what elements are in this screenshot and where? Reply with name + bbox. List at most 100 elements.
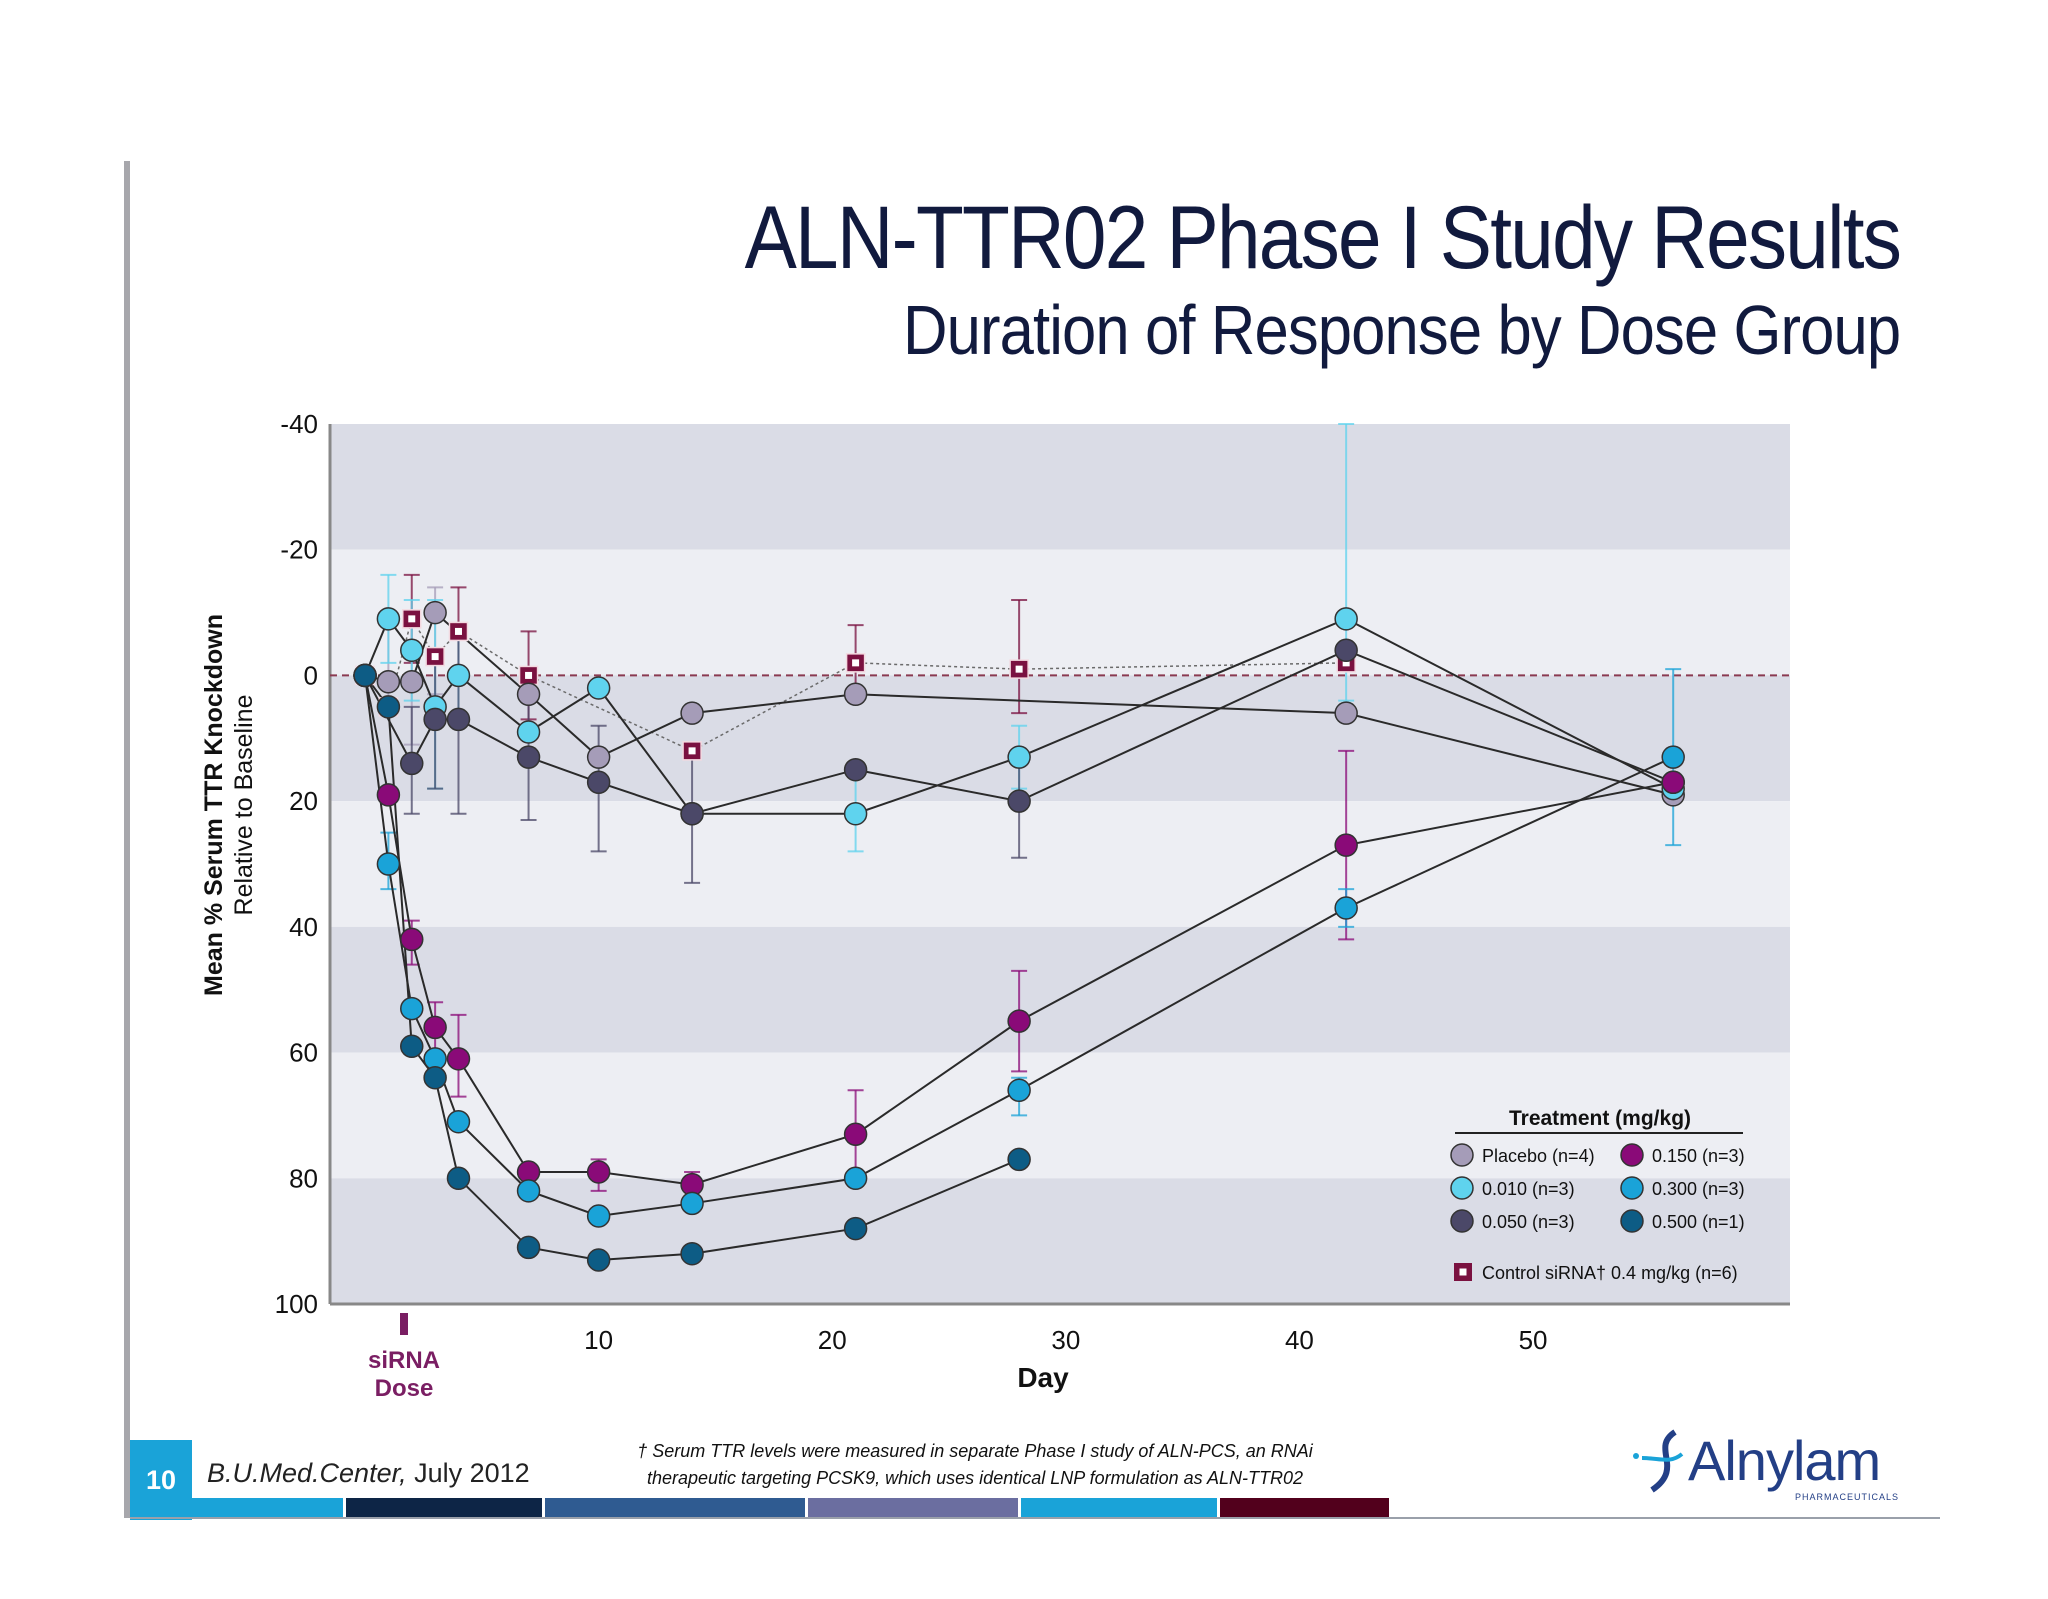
grid-band <box>330 675 1790 802</box>
data-point <box>1661 745 1685 769</box>
data-point <box>1007 1009 1031 1033</box>
data-point <box>376 607 401 631</box>
footer-bar-segment <box>807 1498 1018 1518</box>
data-point <box>376 669 401 694</box>
data-point <box>516 1179 541 1203</box>
data-point-inner <box>1342 659 1350 667</box>
slide-subtitle: Duration of Response by Dose Group <box>902 291 1901 369</box>
data-point <box>843 1166 868 1191</box>
dose-label-line2: Dose <box>375 1375 434 1402</box>
legend-label: Control siRNA† 0.4 mg/kg (n=6) <box>1482 1263 1738 1283</box>
left-accent-line <box>124 161 130 1518</box>
data-point-inner <box>408 615 416 623</box>
y-tick-label: 80 <box>289 1163 318 1193</box>
legend-label: 0.010 (n=3) <box>1482 1179 1575 1199</box>
data-point <box>400 669 424 694</box>
legend-label: 0.300 (n=3) <box>1652 1179 1745 1199</box>
x-tick-label: 30 <box>1051 1325 1080 1355</box>
data-point <box>376 783 401 807</box>
data-point <box>843 1122 868 1147</box>
data-point <box>680 801 704 826</box>
data-point <box>400 1034 424 1059</box>
grid-band <box>330 424 1790 550</box>
data-point <box>516 745 541 769</box>
data-point <box>680 1191 704 1216</box>
logo-tagline: PHARMACEUTICALS <box>1795 1492 1900 1502</box>
data-point <box>446 1109 471 1134</box>
data-point <box>446 663 471 688</box>
data-point <box>680 1241 704 1266</box>
dose-label-line1: siRNA <box>368 1347 440 1374</box>
legend-title: Treatment (mg/kg) <box>1509 1107 1691 1130</box>
x-tick-label: 50 <box>1519 1325 1548 1355</box>
data-point <box>1334 833 1358 857</box>
data-point <box>516 682 541 707</box>
footnote-line-1: † Serum TTR levels were measured in sepa… <box>637 1441 1313 1461</box>
legend-marker <box>1450 1176 1474 1200</box>
legend-label: Placebo (n=4) <box>1482 1146 1595 1166</box>
data-point <box>1334 896 1358 920</box>
footer-org: B.U.Med.Center, <box>207 1458 407 1488</box>
tick-labels: -40 -20 0 20 40 60 80 100 10 20 30 40 50 <box>275 409 1548 1355</box>
data-point <box>843 757 868 782</box>
data-point <box>843 682 868 707</box>
legend-label: 0.050 (n=3) <box>1482 1212 1575 1232</box>
logo-text: Alnylam <box>1688 1429 1881 1492</box>
series-line <box>364 616 1347 752</box>
legend-marker <box>1620 1176 1644 1200</box>
grid-band <box>330 1052 1790 1179</box>
footer-divider <box>130 1517 1940 1519</box>
data-point <box>1661 770 1685 795</box>
data-point <box>423 600 447 625</box>
data-point <box>400 751 424 776</box>
y-axis-sublabel: Relative to Baseline <box>230 695 258 916</box>
grid-band <box>330 1178 1790 1304</box>
data-point-inner <box>1015 665 1023 673</box>
plot-background <box>330 424 1790 1304</box>
data-point <box>516 720 541 744</box>
data-point <box>423 707 447 732</box>
footnote-line-2: therapeutic targeting PCSK9, which uses … <box>647 1468 1303 1488</box>
data-point <box>680 701 704 725</box>
data-point <box>400 927 424 952</box>
data-point <box>446 707 471 732</box>
footer-bar-segment <box>346 1498 542 1518</box>
data-point-inner <box>454 627 462 635</box>
data-point <box>1007 1078 1031 1103</box>
grid-band <box>330 801 1790 927</box>
data-points <box>353 600 1685 1272</box>
legend-marker <box>1450 1143 1474 1167</box>
y-tick-label: -20 <box>280 535 318 565</box>
data-point <box>1334 701 1358 725</box>
helix-icon <box>1633 1429 1684 1493</box>
data-point <box>516 1235 541 1260</box>
slide-title: ALN-TTR02 Phase I Study Results <box>744 187 1901 287</box>
legend-label: 0.150 (n=3) <box>1652 1146 1745 1166</box>
y-tick-label: 0 <box>304 660 318 690</box>
data-point <box>376 695 401 719</box>
legend-marker <box>1450 1209 1474 1233</box>
footer-bar-segment <box>1220 1498 1389 1518</box>
grid-band <box>330 549 1790 676</box>
sirna-dose-marker: siRNA Dose <box>368 1313 440 1402</box>
data-point <box>1007 789 1031 813</box>
legend: Treatment (mg/kg) Placebo (n=4) 0.150 (n=… <box>1450 1107 1745 1283</box>
data-point <box>1007 745 1031 769</box>
data-point <box>423 1065 447 1090</box>
legend-marker-inner <box>1459 1268 1467 1276</box>
footer-color-bar <box>130 1498 1392 1518</box>
series-line <box>364 675 1674 1186</box>
data-point <box>586 745 611 769</box>
alnylam-logo: Alnylam PHARMACEUTICALS <box>1630 1420 1930 1510</box>
data-point <box>446 1166 471 1191</box>
syringe-icon <box>400 1313 408 1335</box>
y-tick-label: -40 <box>280 409 318 439</box>
data-point <box>376 852 401 876</box>
legend-label: 0.500 (n=1) <box>1652 1212 1745 1232</box>
series-line <box>364 674 1020 1262</box>
x-tick-label: 10 <box>584 1325 613 1355</box>
data-point <box>586 1160 611 1184</box>
y-tick-label: 60 <box>289 1038 318 1068</box>
y-axis-label: Mean % Serum TTR Knockdown <box>200 614 228 996</box>
data-point-inner <box>852 659 860 667</box>
